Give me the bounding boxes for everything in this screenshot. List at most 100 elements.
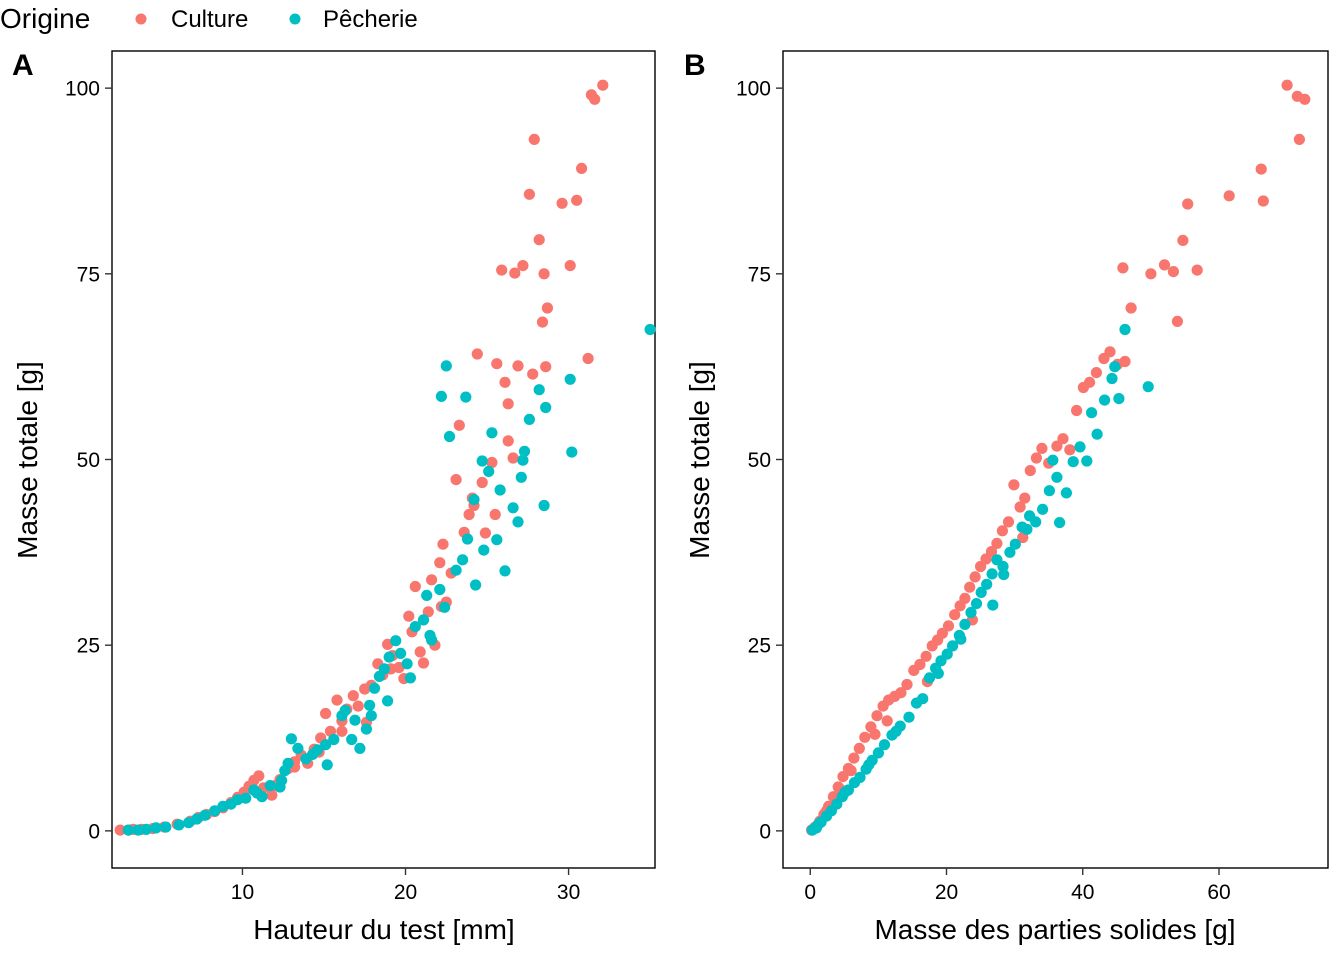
point-pecherie <box>450 564 462 576</box>
point-pecherie <box>383 651 395 663</box>
point-culture <box>1104 346 1116 358</box>
point-pecherie <box>282 757 294 769</box>
point-pecherie <box>878 739 891 751</box>
point-pecherie <box>240 792 252 804</box>
point-pecherie <box>932 667 944 680</box>
point-culture <box>1177 234 1189 246</box>
point-pecherie <box>468 494 480 506</box>
point-pecherie <box>443 430 456 443</box>
point-pecherie <box>1106 372 1118 385</box>
legend-label-pecherie: Pêcherie <box>323 6 418 33</box>
point-pecherie <box>365 710 377 722</box>
point-culture <box>426 574 438 586</box>
point-culture <box>266 789 278 801</box>
point-pecherie <box>997 560 1009 573</box>
point-culture <box>1171 315 1183 327</box>
point-culture <box>403 610 415 622</box>
point-pecherie <box>494 484 506 496</box>
point-pecherie <box>339 704 351 717</box>
x-tick-label: 10 <box>231 881 254 904</box>
point-culture <box>422 606 434 618</box>
point-pecherie <box>1099 394 1111 406</box>
point-pecherie <box>959 618 971 631</box>
point-pecherie <box>435 390 447 402</box>
panel-b: B 0 25 50 75 100 0 20 40 60 Masse des parties s… <box>684 49 1329 945</box>
point-pecherie <box>517 454 529 466</box>
point-culture <box>964 581 976 593</box>
legend-key-pecherie <box>289 13 301 25</box>
point-pecherie <box>512 516 524 528</box>
point-culture <box>502 398 514 410</box>
point-culture <box>1281 79 1293 91</box>
point-culture <box>1014 501 1026 513</box>
panel-a-y-title: Masse totale [g] <box>12 361 43 559</box>
y-tick-label: 50 <box>77 449 100 472</box>
point-culture <box>1064 444 1076 456</box>
point-pecherie <box>540 401 552 414</box>
x-tick-label: 20 <box>935 881 958 904</box>
point-pecherie <box>1054 517 1066 529</box>
x-tick-label: 30 <box>557 881 580 904</box>
point-culture <box>1030 452 1042 464</box>
point-pecherie <box>364 699 376 711</box>
point-culture <box>512 360 524 372</box>
legend-label-culture: Culture <box>171 6 248 33</box>
point-pecherie <box>264 780 276 792</box>
point-pecherie <box>360 723 372 735</box>
point-pecherie <box>382 695 394 707</box>
point-pecherie <box>285 733 297 745</box>
point-culture <box>437 538 449 550</box>
y-tick-label: 0 <box>88 820 100 843</box>
point-pecherie <box>1119 323 1131 336</box>
point-culture <box>1057 433 1069 445</box>
y-tick-label: 100 <box>65 78 100 101</box>
panel-b-y-title: Masse totale [g] <box>684 361 715 559</box>
point-pecherie <box>523 413 536 425</box>
point-pecherie <box>917 693 929 705</box>
point-pecherie <box>507 502 519 514</box>
point-pecherie <box>470 579 482 591</box>
panel-a-points <box>114 79 656 836</box>
point-culture <box>1119 355 1131 368</box>
point-pecherie <box>132 824 144 836</box>
point-culture <box>1223 190 1235 202</box>
point-culture <box>1158 259 1171 271</box>
point-pecherie <box>564 373 576 385</box>
point-pecherie <box>538 499 550 512</box>
point-culture <box>414 646 426 658</box>
point-pecherie <box>140 823 152 836</box>
point-culture <box>331 694 343 706</box>
x-tick-label: 0 <box>804 881 816 904</box>
point-culture <box>502 435 514 447</box>
point-pecherie <box>941 648 953 660</box>
point-culture <box>1036 442 1048 454</box>
point-culture <box>114 824 126 836</box>
point-pecherie <box>434 583 446 596</box>
point-pecherie <box>122 824 134 836</box>
x-tick-label: 40 <box>1071 881 1094 904</box>
point-culture <box>576 162 588 174</box>
point-pecherie <box>566 446 578 458</box>
point-pecherie <box>478 544 490 556</box>
point-pecherie <box>1051 471 1063 483</box>
point-pecherie <box>1109 361 1121 373</box>
point-pecherie <box>1091 428 1103 440</box>
panel-b-points <box>806 79 1311 836</box>
point-culture <box>859 731 871 743</box>
point-pecherie <box>1047 454 1059 466</box>
y-tick-label: 25 <box>748 635 771 658</box>
point-pecherie <box>499 565 511 577</box>
point-culture <box>409 580 421 593</box>
point-culture <box>540 361 552 373</box>
point-pecherie <box>947 640 959 652</box>
point-culture <box>538 268 550 280</box>
point-pecherie <box>274 781 286 793</box>
point-pecherie <box>199 809 211 821</box>
point-culture <box>1090 367 1102 379</box>
point-culture <box>571 194 583 206</box>
legend-title: Origine <box>0 3 90 34</box>
point-pecherie <box>998 569 1010 581</box>
point-culture <box>491 358 503 370</box>
point-pecherie <box>975 586 987 599</box>
point-culture <box>1008 479 1020 491</box>
